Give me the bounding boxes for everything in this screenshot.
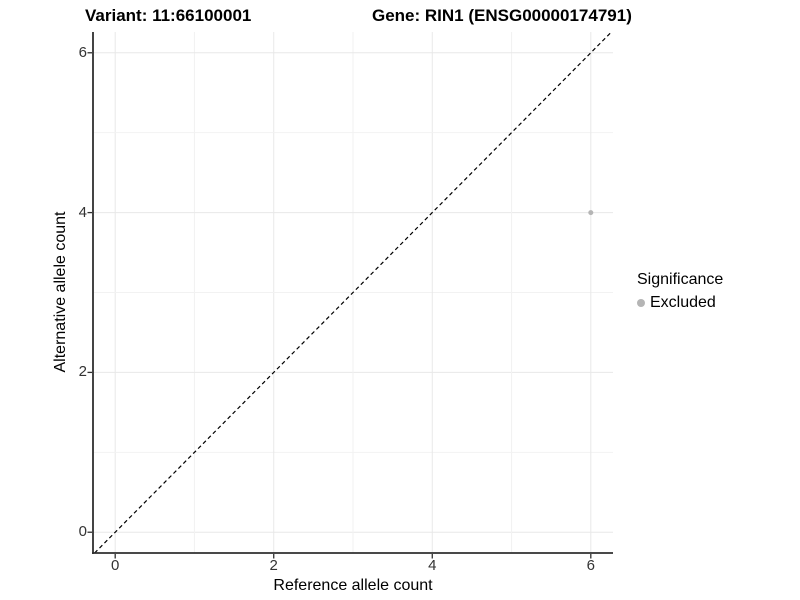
x-tick-label: 0: [111, 557, 120, 574]
y-axis-title: Alternative allele count: [52, 211, 69, 373]
plot-title-gene: Gene: RIN1 (ENSG00000174791): [372, 6, 632, 25]
legend-items: Excluded: [637, 293, 723, 313]
legend: Significance Excluded: [637, 271, 723, 313]
y-tick-label: 2: [78, 363, 87, 381]
legend-item: Excluded: [637, 293, 723, 313]
x-tick-label: 4: [428, 557, 437, 574]
x-tick-label: 2: [269, 557, 278, 574]
data-point: [588, 210, 594, 216]
plot-title-variant: Variant: 11:66100001: [85, 6, 252, 25]
y-tick-label: 6: [78, 43, 87, 61]
x-tick-label: 6: [586, 557, 595, 574]
y-tick-label: 4: [78, 203, 87, 221]
legend-key-dot-icon: [637, 299, 645, 307]
identity-reference-line: [94, 31, 612, 554]
x-axis-title: Reference allele count: [273, 577, 433, 594]
legend-item-label: Excluded: [650, 294, 716, 311]
legend-title: Significance: [637, 271, 724, 288]
y-tick-label: 0: [78, 523, 87, 541]
